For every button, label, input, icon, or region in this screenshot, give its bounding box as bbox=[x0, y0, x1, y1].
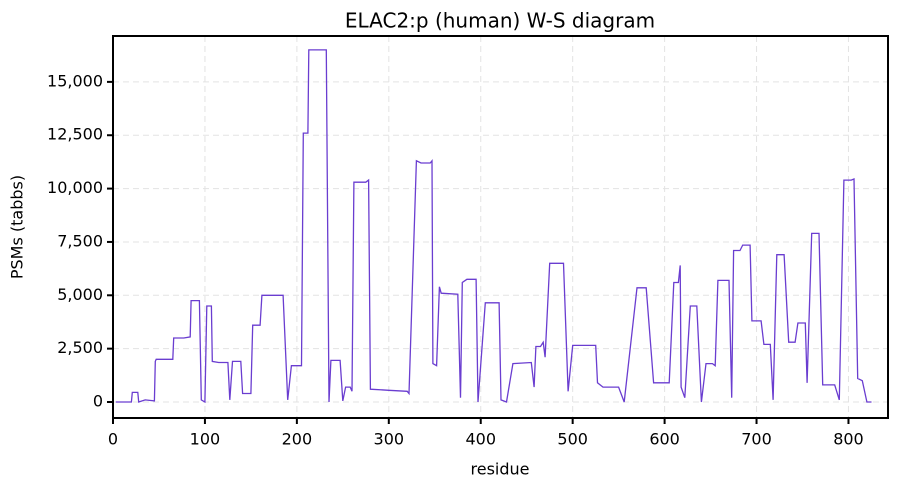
y-tick-label: 0 bbox=[93, 391, 103, 410]
y-tick-label: 12,500 bbox=[47, 125, 103, 144]
x-tick-label: 500 bbox=[557, 430, 588, 449]
x-tick-label: 800 bbox=[833, 430, 864, 449]
plot-frame bbox=[112, 35, 889, 419]
y-tick-label: 15,000 bbox=[47, 71, 103, 90]
y-tick-label: 2,500 bbox=[57, 338, 103, 357]
y-axis-label: PSMs (tabbs) bbox=[8, 175, 27, 279]
y-tick-label: 5,000 bbox=[57, 285, 103, 304]
x-tick-label: 600 bbox=[649, 430, 680, 449]
x-tick-label: 100 bbox=[190, 430, 221, 449]
chart-title: ELAC2:p (human) W-S diagram bbox=[345, 9, 655, 33]
y-tick-label: 7,500 bbox=[57, 231, 103, 250]
x-tick-label: 200 bbox=[282, 430, 313, 449]
x-tick-label: 300 bbox=[374, 430, 405, 449]
x-axis-label: residue bbox=[471, 460, 530, 479]
y-tick-label: 10,000 bbox=[47, 178, 103, 197]
x-tick-label: 0 bbox=[108, 430, 118, 449]
x-tick-label: 400 bbox=[465, 430, 496, 449]
x-tick-label: 700 bbox=[741, 430, 772, 449]
data-line bbox=[115, 49, 872, 404]
